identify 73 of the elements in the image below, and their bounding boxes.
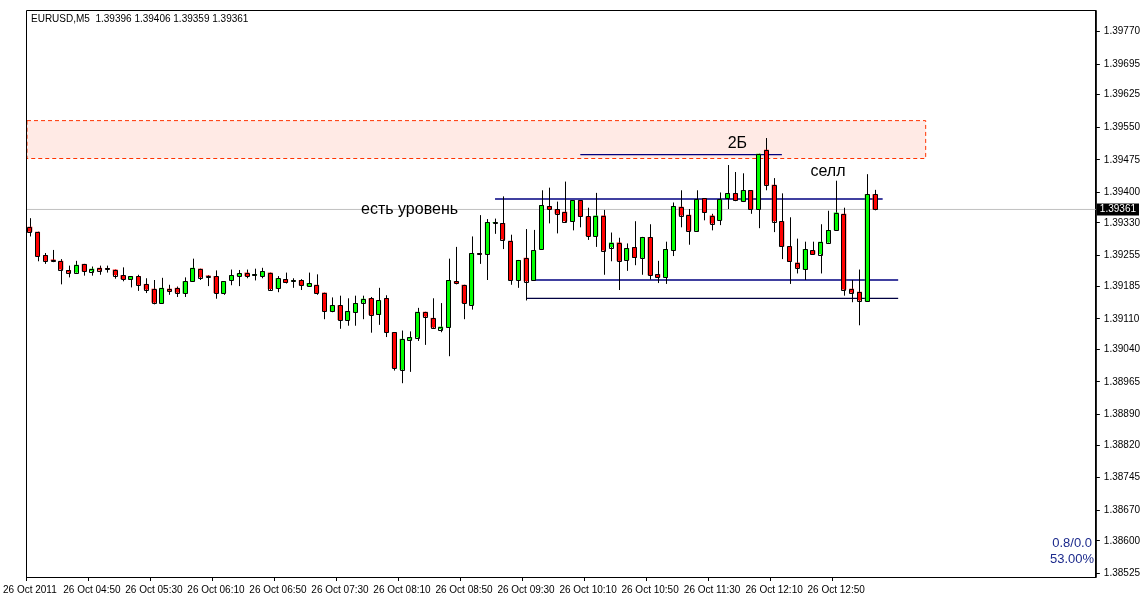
candlestick [864, 173, 870, 302]
candlestick [337, 295, 343, 330]
y-tick-label: 1.39625 [1103, 88, 1141, 100]
y-tick-label: 1.38820 [1103, 438, 1141, 450]
x-tick-label: 26 Oct 04:50 [63, 583, 121, 595]
candlestick [314, 273, 320, 296]
x-tick-label: 26 Oct 10:50 [621, 583, 680, 595]
y-tick-label: 1.39550 [1103, 120, 1141, 132]
y-tick-label: 1.39400 [1103, 186, 1141, 198]
annotation: есть уровень [361, 199, 459, 217]
candlestick [35, 231, 41, 262]
annotation: 53.00% [1050, 550, 1095, 566]
candlestick [577, 199, 583, 228]
x-tick-label: 26 Oct 12:10 [745, 583, 804, 595]
x-tick-label: 26 Oct 08:10 [373, 583, 432, 595]
candlestick [384, 294, 389, 338]
annotation: 2Б [727, 133, 748, 151]
candlestick [376, 287, 382, 326]
x-tick-label: 26 Oct 11:30 [683, 583, 741, 595]
annotation: 0.8/0.0 [1052, 535, 1092, 551]
x-tick-label: 26 Oct 05:30 [125, 583, 183, 595]
y-tick-label: 1.39475 [1103, 153, 1141, 165]
candlestick [802, 241, 808, 281]
x-tick-label: 26 Oct 06:10 [187, 583, 245, 595]
y-tick-label: 1.39695 [1103, 57, 1141, 69]
x-tick-label: 26 Oct 06:50 [249, 583, 308, 595]
candlestick [872, 189, 878, 211]
candlestick [732, 171, 738, 202]
y-tick-label: 1.39110 [1103, 312, 1140, 324]
y-tick-label: 1.39770 [1103, 25, 1141, 37]
candlestick [787, 216, 793, 285]
y-tick-label: 1.38525 [1103, 567, 1141, 579]
x-tick-label: 26 Oct 09:30 [497, 583, 556, 595]
annotation: селл [810, 162, 846, 180]
y-tick-label: 1.39330 [1103, 216, 1141, 228]
candlestick [461, 284, 467, 320]
x-tick-label: 26 Oct 12:50 [807, 583, 866, 595]
candlestick [477, 214, 482, 265]
candlestick [701, 197, 707, 221]
candlestick [353, 295, 358, 327]
y-tick-label: 1.38670 [1103, 504, 1141, 516]
candlestick [453, 246, 459, 285]
candlestick [670, 201, 676, 257]
candlestick [717, 191, 723, 226]
ref-line-label: 1.39361 [1099, 203, 1137, 215]
candlestick [647, 223, 653, 281]
y-tick-label: 1.38965 [1103, 375, 1141, 387]
y-tick-label: 1.38745 [1103, 471, 1141, 483]
candlestick [190, 258, 196, 282]
x-tick-label: 26 Oct 07:30 [311, 583, 370, 595]
candlestick [446, 258, 451, 357]
candlestick [779, 192, 785, 260]
candlestick [213, 269, 219, 300]
candlestick [740, 172, 746, 203]
candlestick [484, 218, 490, 281]
candlestick [725, 164, 731, 210]
x-tick-label: 26 Oct 08:50 [435, 583, 494, 595]
y-tick-label: 1.38600 [1103, 534, 1141, 546]
candlestick [655, 260, 661, 284]
candlestick [570, 199, 575, 231]
candlestick [663, 241, 668, 285]
candlestick [159, 277, 165, 304]
candlestick [182, 276, 188, 298]
y-tick-label: 1.39185 [1103, 279, 1141, 291]
candlestick [345, 297, 351, 327]
y-tick-label: 1.39040 [1103, 342, 1141, 354]
chart-title: EURUSD,M5 1.39396 1.39406 1.39359 1.39361 [31, 12, 249, 24]
x-tick-label: 26 Oct 2011 [3, 583, 58, 595]
candlestick [539, 189, 544, 250]
y-tick-label: 1.39255 [1103, 249, 1141, 261]
x-tick-label: 26 Oct 10:10 [559, 583, 618, 595]
candlestick [632, 220, 637, 266]
y-tick-label: 1.38890 [1103, 408, 1141, 420]
